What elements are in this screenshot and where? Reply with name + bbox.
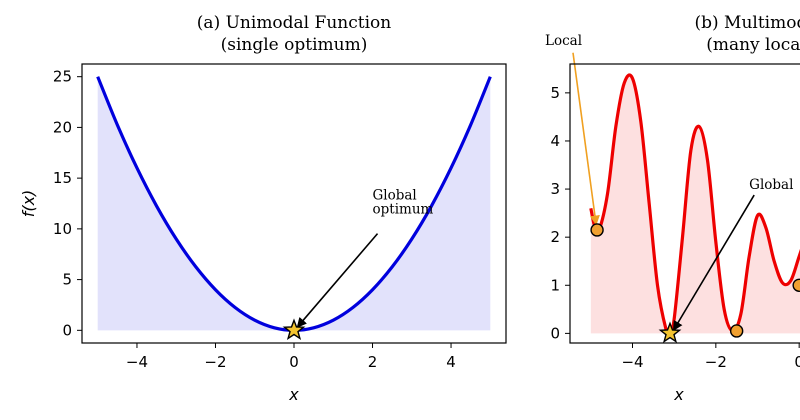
y-tick-label: 2 <box>550 228 560 246</box>
chart-title: (b) Multimoda <box>695 13 800 33</box>
plot-area <box>589 73 800 337</box>
chart-subtitle: (many local <box>706 35 800 55</box>
y-axis-label: f(x) <box>19 190 38 218</box>
x-tick-label: −2 <box>705 353 727 371</box>
annotation-text: Local <box>545 33 582 49</box>
y-tick-label: 0 <box>62 321 72 339</box>
x-tick-label: −4 <box>126 353 148 371</box>
y-tick-label: 4 <box>550 132 560 150</box>
series-area-fill <box>590 75 800 335</box>
x-tick-label: 0 <box>794 353 800 371</box>
y-tick-label: 0 <box>550 324 560 342</box>
x-axis-label: x <box>673 385 684 404</box>
y-tick-label: 20 <box>53 118 72 136</box>
x-tick-label: 4 <box>446 353 456 371</box>
y-tick-label: 5 <box>62 271 72 289</box>
x-tick-label: 2 <box>368 353 378 371</box>
optimum-star-marker <box>282 318 306 341</box>
y-tick-label: 3 <box>550 180 560 198</box>
annotation-text: optimum <box>373 202 434 218</box>
annotation-arrow <box>296 233 379 328</box>
panel-multimodal: (b) Multimoda(many local Local Global −4 −2 0… <box>545 13 800 404</box>
chart-subtitle: (single optimum) <box>221 35 368 55</box>
annotation-text: Global <box>749 177 793 193</box>
axes-frame <box>569 63 800 344</box>
x-tick-label: −4 <box>621 353 643 371</box>
local-optimum-marker <box>590 223 604 237</box>
x-axis-label: x <box>288 385 299 404</box>
local-optimum-marker <box>792 278 800 292</box>
local-optimum-marker <box>729 324 744 338</box>
optimum-star-marker <box>658 321 682 344</box>
y-tick-label: 5 <box>550 84 560 102</box>
x-tick-label: 0 <box>289 353 299 371</box>
x-tick-label: −2 <box>204 353 226 371</box>
y-tick-label: 25 <box>53 68 72 86</box>
y-tick-label: 1 <box>550 276 560 294</box>
chart-title: (a) Unimodal Function <box>197 13 391 33</box>
annotation-arrow <box>572 52 600 226</box>
panel-unimodal: (a) Unimodal Function(single optimum) Glo… <box>19 13 507 404</box>
y-tick-label: 15 <box>53 169 72 187</box>
annotation-text: Global <box>373 188 417 204</box>
annotation-arrow <box>672 194 755 332</box>
series-line <box>589 73 800 337</box>
y-tick-label: 10 <box>53 220 72 238</box>
